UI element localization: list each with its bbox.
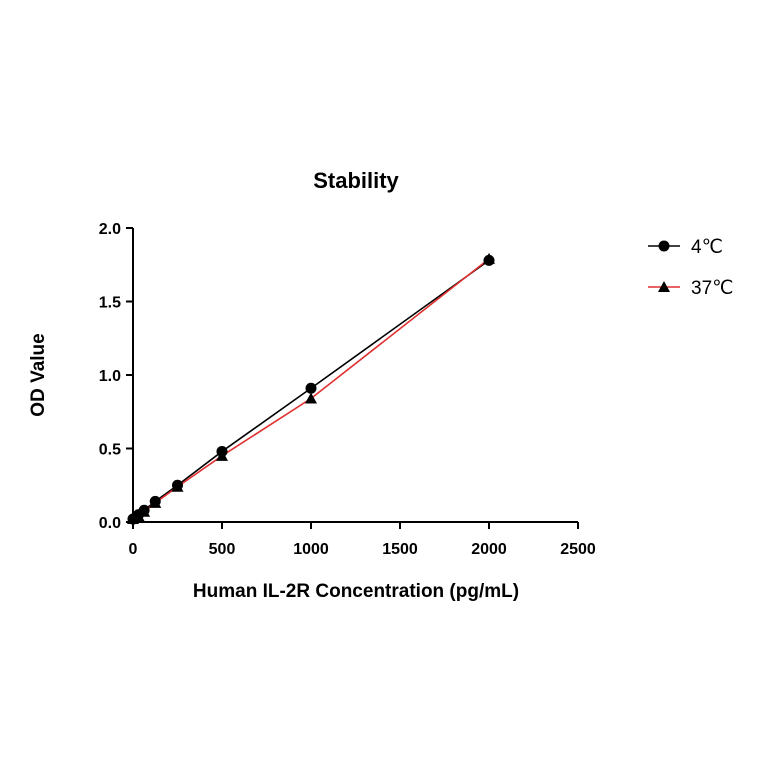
data-point-series-1: [483, 252, 495, 264]
chart-title: Stability: [313, 168, 399, 193]
legend-label: 37℃: [691, 278, 733, 299]
data-point-series-1: [216, 449, 228, 461]
data-point-series-0: [305, 382, 317, 394]
data-point-series-1: [149, 496, 162, 508]
x-tick-label: 2500: [560, 541, 596, 558]
y-tick-label: 2.0: [99, 221, 121, 238]
data-point-series-1: [305, 392, 317, 404]
legend-item-0: 4℃: [648, 237, 723, 258]
x-tick-label: 500: [209, 541, 236, 558]
x-tick-label: 1000: [293, 541, 329, 558]
data-point-series-1: [138, 505, 151, 517]
legend-marker: [658, 240, 670, 252]
y-tick-label: 0.5: [99, 442, 121, 459]
legend-item-1: 37℃: [648, 278, 733, 299]
y-axis-label: OD Value: [28, 333, 49, 416]
legend-marker: [658, 281, 670, 292]
legend-label: 4℃: [691, 237, 723, 258]
data-point-series-1: [132, 510, 145, 522]
x-tick-label: 1500: [382, 541, 418, 558]
data-point-series-1: [171, 480, 184, 492]
x-tick-label: 0: [129, 541, 138, 558]
y-tick-label: 1.5: [99, 295, 121, 312]
x-axis-label: Human IL-2R Concentration (pg/mL): [193, 581, 519, 602]
axes: 0.0 0.5 1.0 1.5 2.0 0 500 1000 1500 2000 2500: [99, 221, 596, 558]
y-tick-label: 0.0: [99, 515, 121, 532]
y-tick-label: 1.0: [99, 368, 121, 385]
x-tick-label: 2000: [471, 541, 507, 558]
legend: 4℃ 37℃: [648, 237, 733, 299]
series-points: [127, 252, 495, 525]
